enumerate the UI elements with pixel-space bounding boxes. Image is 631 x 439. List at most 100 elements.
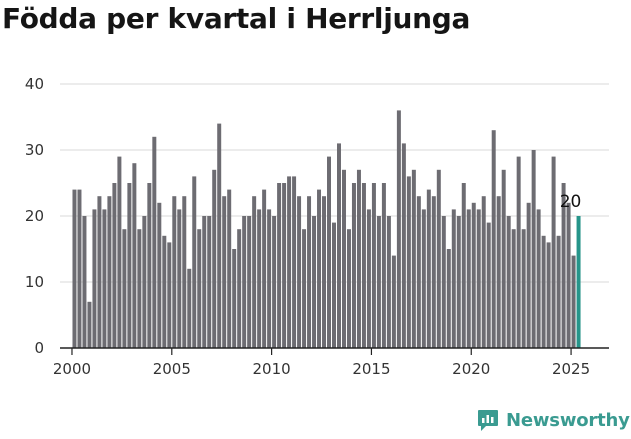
bar xyxy=(501,169,506,348)
bar xyxy=(371,183,376,348)
y-axis-ticks: 0 10 20 30 40 xyxy=(25,75,44,357)
bar xyxy=(361,183,366,348)
bar xyxy=(471,202,476,348)
bar xyxy=(142,216,147,348)
bar xyxy=(302,229,307,348)
bar xyxy=(516,156,521,348)
bar xyxy=(72,189,77,348)
bar xyxy=(222,196,227,348)
bar xyxy=(242,216,247,348)
bar xyxy=(526,202,531,348)
bar xyxy=(87,301,92,348)
bar xyxy=(451,209,456,348)
bar-chart: 0 10 20 30 40 2000 2005 2010 2015 2020 2025 20 xyxy=(25,75,609,378)
bar xyxy=(541,235,546,348)
bar xyxy=(571,255,576,348)
brand-name: Newsworthy xyxy=(506,409,630,431)
bar xyxy=(97,196,102,348)
x-tick-label: 2005 xyxy=(153,360,191,378)
bar xyxy=(217,123,222,348)
bar xyxy=(172,196,177,348)
bar xyxy=(436,169,441,348)
bar xyxy=(491,130,496,348)
bar xyxy=(346,229,351,348)
bar xyxy=(366,209,371,348)
bar xyxy=(312,216,317,348)
bar xyxy=(212,169,217,348)
bar xyxy=(446,249,451,348)
bar xyxy=(332,222,336,348)
bar xyxy=(252,196,257,348)
bar xyxy=(376,216,381,348)
bar xyxy=(327,156,331,348)
bar xyxy=(441,216,446,348)
bar xyxy=(197,229,202,348)
bar xyxy=(157,202,162,348)
bar xyxy=(322,196,327,348)
bar xyxy=(177,209,182,348)
brand-footer: Newsworthy xyxy=(476,408,630,432)
bar xyxy=(262,189,267,348)
bar xyxy=(152,136,157,348)
bar xyxy=(247,216,252,348)
bar xyxy=(257,209,262,348)
bar xyxy=(127,183,132,348)
bar xyxy=(351,183,356,348)
y-tick-label: 30 xyxy=(25,141,44,159)
bars xyxy=(72,110,581,349)
chart-title: Födda per kvartal i Herrljunga xyxy=(2,2,471,35)
bar xyxy=(431,196,436,348)
bar xyxy=(391,255,396,348)
bar xyxy=(496,196,501,348)
x-tick-label: 2020 xyxy=(452,360,490,378)
bar xyxy=(202,216,207,348)
bar xyxy=(401,143,406,348)
bar xyxy=(341,169,346,348)
bar xyxy=(182,196,187,348)
bar xyxy=(536,209,541,348)
bar xyxy=(476,209,481,348)
y-tick-label: 10 xyxy=(25,273,44,291)
bar xyxy=(162,235,167,348)
bar xyxy=(92,209,97,348)
bar-highlight xyxy=(576,216,581,348)
bar xyxy=(411,169,416,348)
bar xyxy=(561,183,566,348)
bar xyxy=(481,196,486,348)
bar xyxy=(147,183,152,348)
bar xyxy=(292,176,297,348)
bar xyxy=(426,189,431,348)
bar xyxy=(511,229,516,348)
bar xyxy=(167,242,172,348)
bar xyxy=(566,202,571,348)
x-axis: 2000 2005 2010 2015 2020 2025 xyxy=(53,347,609,378)
bar xyxy=(386,216,391,348)
bar xyxy=(77,189,82,348)
bar xyxy=(112,183,117,348)
bar xyxy=(416,196,421,348)
bar xyxy=(381,183,386,348)
x-tick-label: 2025 xyxy=(552,360,590,378)
bar xyxy=(546,242,551,348)
bar xyxy=(192,176,197,348)
bar xyxy=(307,196,312,348)
y-tick-label: 20 xyxy=(25,207,44,225)
highlight-value-label: 20 xyxy=(560,192,582,212)
bar xyxy=(207,216,212,348)
bar xyxy=(356,169,361,348)
bar xyxy=(521,229,526,348)
bar xyxy=(456,216,461,348)
bar xyxy=(461,183,466,348)
bar xyxy=(337,143,341,348)
bar xyxy=(132,163,137,348)
bar xyxy=(421,209,426,348)
bar xyxy=(187,268,192,348)
bar xyxy=(486,222,491,348)
bar xyxy=(232,249,237,348)
y-tick-label: 0 xyxy=(34,339,44,357)
bar xyxy=(506,216,511,348)
bar xyxy=(396,110,401,349)
bar xyxy=(551,156,556,348)
newsworthy-logo-icon xyxy=(478,410,498,431)
x-tick-label: 2015 xyxy=(352,360,390,378)
